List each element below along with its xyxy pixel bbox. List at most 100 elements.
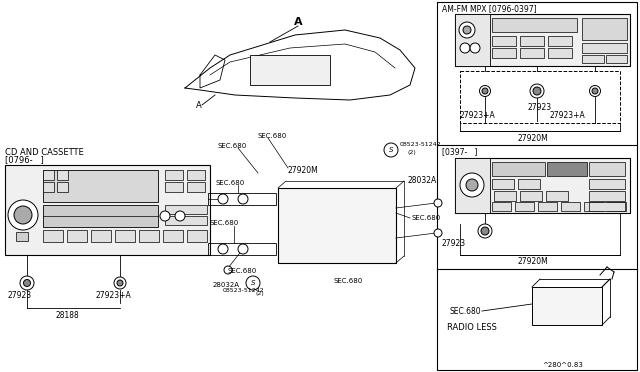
Circle shape (238, 194, 248, 204)
Bar (520, 36, 544, 46)
Bar (250, 55, 330, 85)
Bar (208, 193, 276, 205)
Bar (492, 48, 516, 58)
Bar (67, 230, 87, 242)
Text: 27923: 27923 (442, 238, 466, 247)
Bar (589, 179, 625, 189)
Bar (546, 191, 568, 201)
Text: 27920M: 27920M (288, 166, 319, 174)
Bar (165, 182, 183, 192)
Circle shape (238, 244, 248, 254)
Bar (57, 170, 68, 180)
Text: 27920M: 27920M (517, 134, 548, 142)
Text: SEC.680: SEC.680 (333, 278, 362, 284)
Bar (57, 182, 68, 192)
Text: AM-FM MPX [0796-0397]: AM-FM MPX [0796-0397] (442, 4, 536, 13)
Text: (2): (2) (408, 150, 417, 154)
Bar (455, 158, 630, 213)
Circle shape (24, 279, 31, 286)
Bar (520, 191, 542, 201)
Bar (43, 230, 63, 242)
Bar (43, 205, 158, 227)
Bar (518, 179, 540, 189)
Text: 27920M: 27920M (517, 257, 548, 266)
Bar (492, 202, 511, 211)
Circle shape (533, 87, 541, 95)
Text: RADIO LESS: RADIO LESS (447, 323, 497, 331)
Bar (5, 165, 210, 255)
Bar (538, 202, 557, 211)
Bar (16, 232, 28, 241)
Bar (455, 14, 630, 66)
Bar (43, 170, 54, 180)
Circle shape (530, 84, 544, 98)
Bar (492, 179, 514, 189)
Text: [0397-   ]: [0397- ] (442, 148, 477, 157)
Circle shape (592, 88, 598, 94)
Bar (582, 43, 627, 53)
Bar (187, 230, 207, 242)
Bar (139, 230, 159, 242)
Text: A: A (294, 17, 302, 27)
Bar (492, 18, 577, 32)
Circle shape (114, 277, 126, 289)
Bar (584, 202, 603, 211)
Bar (548, 36, 572, 46)
Bar (163, 230, 183, 242)
Circle shape (478, 224, 492, 238)
Bar (561, 202, 580, 211)
Circle shape (481, 227, 489, 235)
Bar (547, 162, 587, 176)
Text: S: S (251, 280, 255, 286)
Bar (492, 162, 545, 176)
Circle shape (589, 86, 600, 96)
Bar (278, 188, 396, 263)
Bar (607, 202, 626, 211)
Circle shape (117, 280, 123, 286)
Bar (582, 55, 604, 63)
Bar (165, 205, 207, 214)
Text: SEC.680: SEC.680 (216, 180, 245, 186)
Text: ^280^0.83: ^280^0.83 (542, 362, 583, 368)
Text: A: A (196, 100, 202, 109)
Circle shape (470, 43, 480, 53)
Text: 28188: 28188 (55, 311, 79, 321)
Text: [0796-   ]: [0796- ] (5, 155, 44, 164)
Bar (589, 162, 625, 176)
Circle shape (8, 200, 38, 230)
Bar (532, 287, 602, 325)
Bar (494, 191, 516, 201)
Circle shape (459, 22, 475, 38)
Text: 08523-51242: 08523-51242 (400, 141, 442, 147)
Circle shape (224, 266, 232, 274)
Circle shape (160, 211, 170, 221)
Circle shape (175, 211, 185, 221)
Bar (91, 230, 111, 242)
Bar (187, 182, 205, 192)
Circle shape (218, 244, 228, 254)
Text: 27923+A: 27923+A (550, 110, 586, 119)
Bar (165, 216, 207, 225)
Bar (455, 158, 490, 213)
Text: SEC.680: SEC.680 (218, 143, 247, 149)
Circle shape (384, 143, 398, 157)
Bar (208, 243, 276, 255)
Text: 27923: 27923 (527, 103, 551, 112)
Text: CD AND CASSETTE: CD AND CASSETTE (5, 148, 84, 157)
Bar (606, 55, 627, 63)
Bar (187, 170, 205, 180)
Bar (437, 2, 637, 370)
Text: SEC.680: SEC.680 (210, 220, 239, 226)
Circle shape (460, 173, 484, 197)
Bar (520, 48, 544, 58)
Bar (43, 170, 158, 202)
Bar (115, 230, 135, 242)
Circle shape (434, 229, 442, 237)
Circle shape (20, 276, 34, 290)
Text: SEC.680: SEC.680 (449, 307, 481, 315)
Text: (2): (2) (256, 291, 265, 295)
Circle shape (246, 276, 260, 290)
Bar (589, 202, 625, 211)
Bar (492, 36, 516, 46)
Bar (589, 191, 625, 201)
